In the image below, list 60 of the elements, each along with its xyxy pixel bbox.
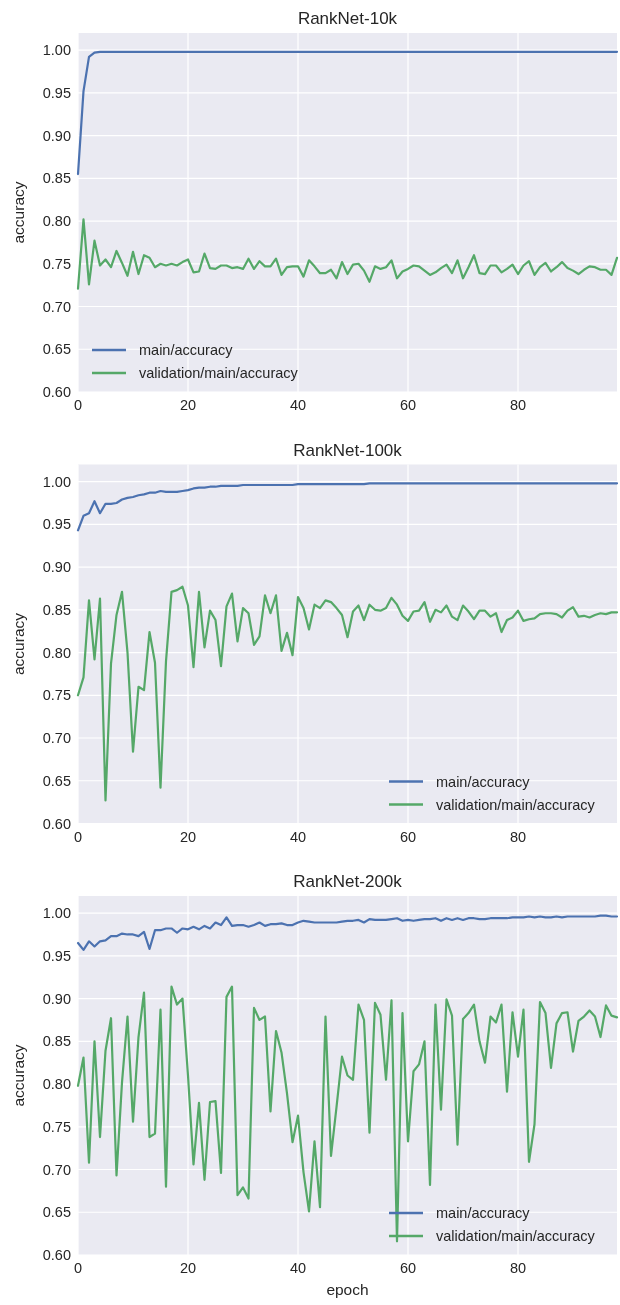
legend-label: main/accuracy bbox=[436, 773, 531, 790]
y-tick-label: 0.80 bbox=[42, 644, 71, 661]
x-tick-label: 0 bbox=[73, 397, 83, 413]
line-series bbox=[76, 482, 619, 532]
chart-title: RankNet-10k bbox=[297, 9, 398, 28]
y-tick-label: 0.95 bbox=[42, 84, 71, 101]
y-tick-label: 0.70 bbox=[42, 1161, 71, 1178]
x-tick-label: 20 bbox=[179, 1260, 197, 1276]
legend-label: main/accuracy bbox=[139, 342, 234, 358]
x-tick-label: 80 bbox=[509, 1260, 527, 1276]
y-tick-label: 0.70 bbox=[42, 298, 71, 315]
x-axis-title: epoch bbox=[326, 1281, 369, 1298]
y-tick-label: 0.75 bbox=[42, 687, 71, 704]
y-tick-label: 0.65 bbox=[42, 772, 71, 789]
y-tick-label: 0.60 bbox=[42, 815, 71, 832]
y-axis-title: accuracy bbox=[10, 181, 27, 244]
x-tick-label: 20 bbox=[179, 397, 197, 413]
y-tick-label: 1.00 bbox=[42, 42, 71, 59]
y-axis-title: accuracy bbox=[10, 612, 27, 676]
y-tick-label: 0.95 bbox=[42, 516, 71, 533]
line-series bbox=[76, 914, 619, 951]
x-tick-label: 20 bbox=[179, 828, 197, 845]
line-series bbox=[76, 50, 619, 176]
x-tick-label: 40 bbox=[289, 397, 307, 413]
legend-label: validation/main/accuracy bbox=[436, 1228, 596, 1244]
chart-title: RankNet-100k bbox=[293, 440, 403, 460]
y-tick-label: 0.90 bbox=[42, 990, 71, 1007]
x-tick-label: 80 bbox=[509, 397, 527, 413]
y-tick-label: 0.85 bbox=[42, 170, 71, 187]
y-tick-label: 0.65 bbox=[42, 1204, 71, 1221]
legend-label: main/accuracy bbox=[436, 1205, 531, 1221]
x-tick-label: 60 bbox=[399, 397, 417, 413]
x-tick-label: 40 bbox=[289, 828, 307, 845]
x-tick-label: 60 bbox=[399, 828, 417, 845]
y-tick-label: 0.65 bbox=[42, 341, 71, 358]
y-tick-label: 0.60 bbox=[42, 384, 71, 400]
y-tick-label: 0.90 bbox=[42, 559, 71, 576]
x-tick-label: 60 bbox=[399, 1260, 417, 1276]
y-tick-label: 0.95 bbox=[42, 947, 71, 964]
x-tick-label: 80 bbox=[509, 828, 527, 845]
y-tick-label: 1.00 bbox=[42, 473, 71, 490]
legend-label: validation/main/accuracy bbox=[139, 365, 299, 381]
y-axis-title: accuracy bbox=[10, 1044, 27, 1107]
x-tick-label: 40 bbox=[289, 1260, 307, 1276]
y-tick-label: 0.85 bbox=[42, 601, 71, 618]
chart-title: RankNet-200k bbox=[293, 872, 403, 891]
y-tick-label: 0.60 bbox=[42, 1247, 71, 1263]
y-tick-label: 0.90 bbox=[42, 127, 71, 144]
y-tick-label: 0.85 bbox=[42, 1033, 71, 1050]
x-tick-label: 0 bbox=[73, 1260, 83, 1276]
line-series bbox=[76, 985, 619, 1243]
y-tick-label: 0.70 bbox=[42, 730, 71, 747]
x-tick-label: 0 bbox=[73, 828, 83, 845]
legend-label: validation/main/accuracy bbox=[436, 796, 596, 813]
y-tick-label: 1.00 bbox=[42, 905, 71, 922]
y-tick-label: 0.75 bbox=[42, 1118, 71, 1135]
y-tick-label: 0.80 bbox=[42, 213, 71, 230]
y-tick-label: 0.80 bbox=[42, 1076, 71, 1093]
y-tick-label: 0.75 bbox=[42, 255, 71, 272]
line-series bbox=[76, 218, 619, 290]
